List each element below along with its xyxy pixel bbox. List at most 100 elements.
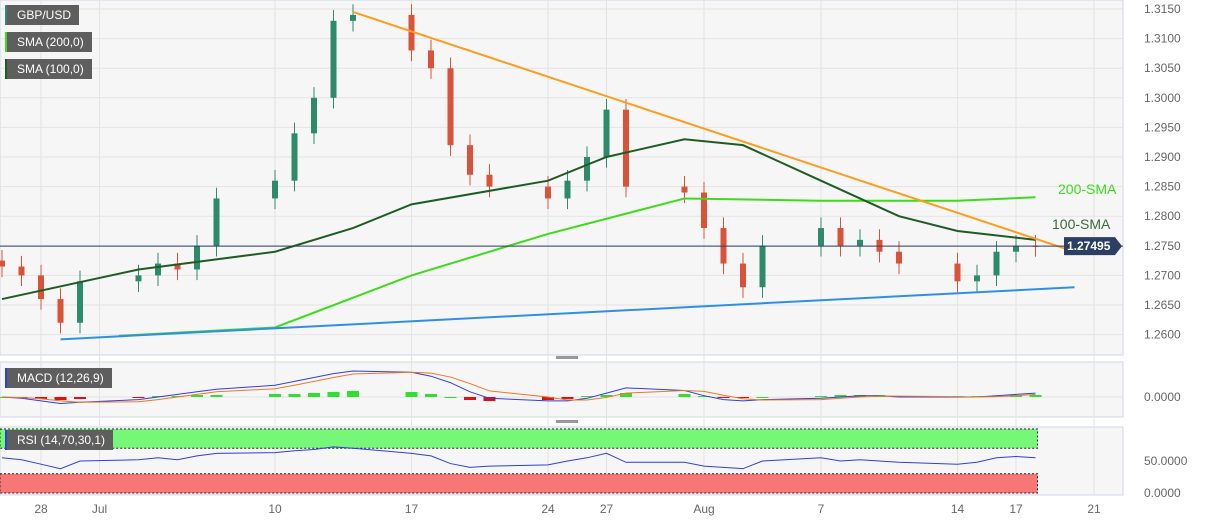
candle-body bbox=[194, 245, 200, 270]
candle-body bbox=[18, 266, 25, 276]
macd-panel bbox=[0, 361, 1124, 418]
rsi-oversold-zone bbox=[0, 473, 1038, 494]
macd-histogram-bar bbox=[815, 396, 827, 397]
x-tick-label: Aug bbox=[693, 502, 714, 516]
x-tick-label: 7 bbox=[818, 502, 825, 516]
macd-histogram-bar bbox=[483, 397, 496, 401]
candle-body bbox=[564, 180, 571, 199]
legend-rsi[interactable]: RSI (14,70,30,1) bbox=[5, 430, 114, 450]
candle-body bbox=[77, 281, 83, 323]
macd-histogram-bar bbox=[834, 395, 847, 397]
macd-zero-label: 0.0000 bbox=[1144, 390, 1181, 404]
candle-body bbox=[759, 245, 766, 288]
main-panel bbox=[0, 0, 1124, 356]
candle-body bbox=[330, 20, 337, 98]
macd-line bbox=[1, 370, 1036, 405]
candle-body bbox=[272, 180, 278, 199]
candle-body bbox=[428, 50, 434, 69]
candle-body bbox=[837, 228, 844, 246]
x-tick-label: 14 bbox=[951, 502, 965, 516]
candle-body bbox=[954, 263, 961, 282]
x-tick-label: 24 bbox=[541, 502, 555, 516]
candle-body bbox=[857, 239, 863, 246]
sma200-line bbox=[118, 196, 1036, 337]
y-tick-label: 1.2800 bbox=[1144, 209, 1181, 223]
y-tick-label: 1.3100 bbox=[1144, 32, 1181, 46]
macd-histogram-bar bbox=[600, 395, 613, 397]
candle-body bbox=[291, 133, 298, 181]
current-price-badge bbox=[1064, 237, 1122, 256]
macd-histogram-bar bbox=[698, 396, 710, 397]
y-tick-label: 1.3000 bbox=[1144, 91, 1181, 105]
candle-body bbox=[545, 186, 551, 199]
x-tick-label: 28 bbox=[34, 502, 48, 516]
candle-body bbox=[603, 109, 610, 157]
y-tick-label: 1.2600 bbox=[1144, 328, 1181, 342]
y-tick-label: 1.2900 bbox=[1144, 150, 1181, 164]
macd-histogram-bar bbox=[425, 394, 437, 397]
y-tick-label: 1.2700 bbox=[1144, 268, 1181, 282]
macd-histogram-bar bbox=[1029, 395, 1042, 397]
candle-body bbox=[701, 192, 707, 229]
macd-histogram-bar bbox=[269, 394, 281, 397]
candle-body bbox=[38, 275, 44, 300]
x-tick-label: 27 bbox=[600, 502, 614, 516]
x-tick-label: 10 bbox=[268, 502, 282, 516]
candle-body bbox=[486, 174, 493, 187]
panel-resize-handle bbox=[556, 420, 578, 423]
candle-body bbox=[467, 145, 473, 175]
legend-gbpusd[interactable]: GBP/USD bbox=[5, 5, 80, 25]
candle-body bbox=[213, 198, 220, 246]
candle-body bbox=[896, 251, 902, 264]
panel-resize-handle bbox=[556, 356, 578, 359]
rsi-line bbox=[1, 446, 1036, 470]
rsi-tick-label: 0.0000 bbox=[1144, 486, 1181, 500]
x-tick-label: 17 bbox=[405, 502, 419, 516]
macd-histogram-bar bbox=[191, 395, 203, 397]
rsi-overbought-zone bbox=[0, 428, 1038, 449]
candle-body bbox=[350, 14, 356, 21]
candle-body bbox=[57, 299, 64, 323]
y-tick-label: 1.2950 bbox=[1144, 120, 1181, 134]
macd-histogram-bar bbox=[132, 397, 145, 398]
macd-histogram-bar bbox=[308, 393, 320, 397]
legend-sma100[interactable]: SMA (100,0) bbox=[5, 59, 92, 79]
y-tick-label: 1.3150 bbox=[1144, 2, 1181, 16]
macd-histogram-bar bbox=[464, 397, 476, 400]
x-tick-label: 21 bbox=[1087, 502, 1101, 516]
y-tick-label: 1.2850 bbox=[1144, 180, 1181, 194]
macd-histogram-bar bbox=[737, 397, 749, 398]
candle-body bbox=[135, 275, 142, 282]
legend-sma200[interactable]: SMA (200,0) bbox=[5, 32, 92, 52]
candle-body bbox=[818, 228, 824, 246]
sma200-annotation: 200-SMA bbox=[1058, 181, 1117, 197]
y-tick-label: 1.3050 bbox=[1144, 61, 1181, 75]
candle-body bbox=[584, 157, 590, 181]
macd-histogram-bar bbox=[444, 397, 457, 398]
macd-histogram-bar bbox=[542, 397, 554, 400]
candle-body bbox=[0, 260, 5, 267]
macd-histogram-bar bbox=[756, 397, 769, 398]
candle-body bbox=[174, 263, 181, 270]
sma100-line bbox=[1, 138, 1036, 301]
rsi-tick-label: 50.0000 bbox=[1144, 454, 1188, 468]
resistance-trendline bbox=[352, 11, 1075, 253]
macd-histogram-bar bbox=[74, 397, 86, 399]
macd-histogram-bar bbox=[678, 394, 691, 397]
macd-histogram-bar bbox=[210, 395, 223, 397]
y-tick-label: 1.2650 bbox=[1144, 298, 1181, 312]
macd-signal-line bbox=[1, 371, 1036, 403]
sma100-annotation: 100-SMA bbox=[1052, 216, 1111, 232]
candle-body bbox=[681, 186, 688, 193]
macd-histogram-bar bbox=[54, 397, 67, 400]
macd-histogram-bar bbox=[347, 391, 359, 397]
legend-macd[interactable]: MACD (12,26,9) bbox=[5, 368, 112, 388]
candle-body bbox=[311, 97, 317, 134]
macd-histogram-bar bbox=[405, 392, 418, 397]
candle-body bbox=[408, 14, 415, 51]
macd-histogram-bar bbox=[581, 396, 593, 397]
candle-body bbox=[974, 275, 980, 282]
macd-histogram-bar bbox=[288, 394, 301, 397]
support-trendline bbox=[60, 286, 1075, 341]
